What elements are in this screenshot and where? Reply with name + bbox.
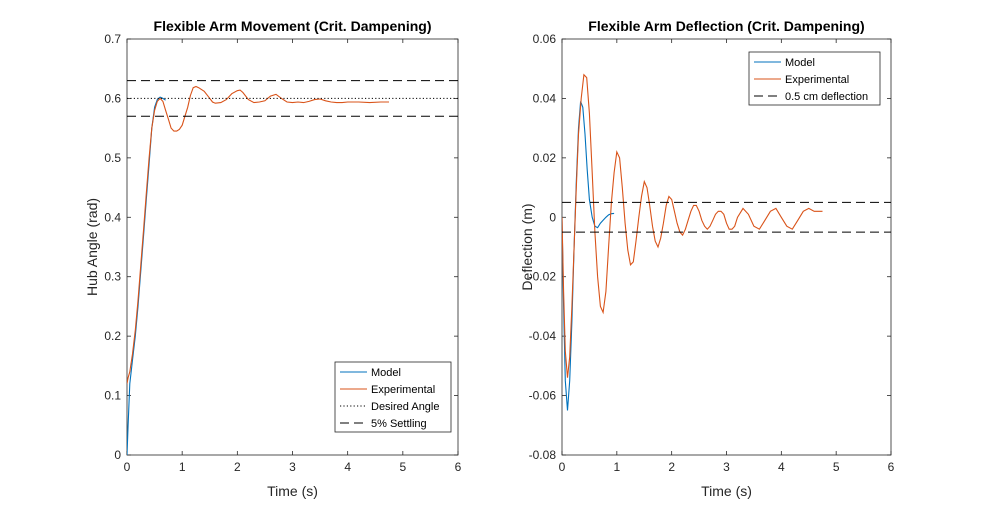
x-tick-label: 3 [289, 460, 296, 474]
y-tick-label: 0 [549, 210, 556, 224]
x-tick-label: 6 [455, 460, 462, 474]
y-axis-label: Deflection (m) [519, 203, 535, 290]
legend-entry: Experimental [785, 74, 849, 86]
x-tick-label: 5 [399, 460, 406, 474]
legend-box [334, 361, 452, 433]
x-tick-label: 0 [124, 460, 131, 474]
series-line-experimental [127, 85, 389, 384]
x-tick-label: 6 [888, 460, 895, 474]
y-tick-label: -0.08 [529, 448, 557, 462]
y-tick-label: -0.04 [529, 329, 557, 343]
x-tick-label: 1 [179, 460, 186, 474]
x-tick-label: 4 [344, 460, 351, 474]
y-tick-label: 0 [114, 448, 121, 462]
legend-entry: Model [785, 57, 815, 69]
y-tick-label: 0.7 [104, 32, 121, 46]
chart-title: Flexible Arm Movement (Crit. Dampening) [154, 18, 432, 34]
y-tick-label: -0.02 [529, 270, 557, 284]
y-tick-label: 0.1 [104, 389, 121, 403]
x-tick-label: 2 [234, 460, 241, 474]
y-tick-label: 0.5 [104, 151, 121, 165]
legend-entry: 5% Settling [371, 418, 427, 430]
legend-entry: Desired Angle [371, 401, 440, 413]
y-tick-label: 0.04 [533, 91, 557, 105]
y-tick-label: 0.6 [104, 91, 121, 105]
y-tick-label: 0.06 [533, 32, 557, 46]
x-tick-label: 4 [778, 460, 785, 474]
y-tick-label: 0.02 [533, 151, 557, 165]
series-group [127, 80, 458, 455]
x-tick-label: 5 [833, 460, 840, 474]
series-group [562, 73, 891, 411]
y-tick-label: 0.3 [104, 270, 121, 284]
legend-entry: 0.5 cm deflection [785, 91, 868, 103]
x-tick-label: 0 [559, 460, 566, 474]
y-tick-label: 0.4 [104, 210, 121, 224]
legend: Model Experimental 0.5 cm deflection [748, 51, 881, 106]
chart-title: Flexible Arm Deflection (Crit. Dampening… [588, 18, 864, 34]
axes-box [561, 38, 892, 456]
legend-entry: Experimental [371, 384, 435, 396]
y-tick-label: -0.06 [529, 389, 557, 403]
deflection-chart: 0 1 2 3 4 5 6 -0.08 -0.06 -0.04 -0.02 0 0.02 0.04 0.06… [519, 18, 895, 499]
x-tick-label: 3 [723, 460, 730, 474]
y-axis-label: Hub Angle (rad) [84, 198, 100, 296]
x-tick-label: 2 [668, 460, 675, 474]
legend: Model Experimental Desired Angle 5% Settlin… [334, 361, 452, 433]
series-line-model [562, 101, 615, 411]
x-axis-label: Time (s) [701, 483, 752, 499]
y-tick-label: 0.2 [104, 329, 121, 343]
legend-entry: Model [371, 367, 401, 379]
x-tick-label: 1 [613, 460, 620, 474]
hub-angle-chart: 0 1 2 3 4 5 6 0 0.1 0.2 0.3 0.4 0.5 0.6 0.7 Flexible Ar… [84, 18, 462, 499]
x-axis-label: Time (s) [267, 483, 318, 499]
